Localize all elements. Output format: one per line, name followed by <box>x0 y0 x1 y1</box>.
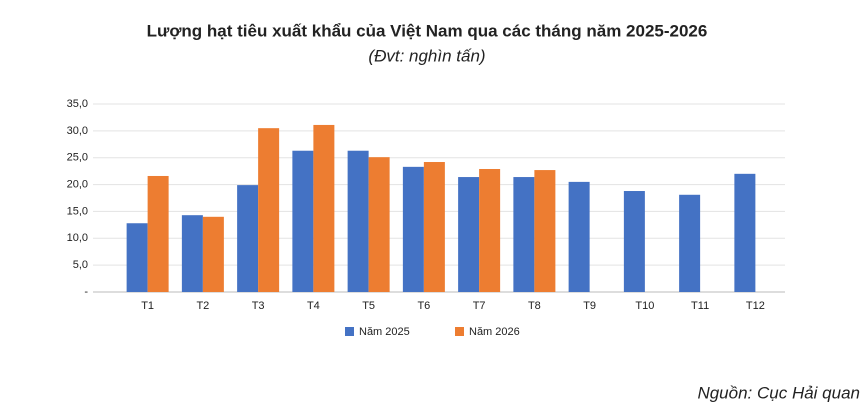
y-tick-label: 20,0 <box>67 178 88 190</box>
y-tick-label: 25,0 <box>67 152 88 164</box>
bar <box>313 124 335 292</box>
source-note: Nguồn: Cục Hải quan <box>697 383 860 402</box>
bar <box>258 128 280 292</box>
bar <box>623 191 645 292</box>
bar <box>734 173 756 292</box>
bar <box>237 185 259 292</box>
y-tick-label: - <box>84 286 88 298</box>
y-tick-label: 35,0 <box>67 98 88 110</box>
bar <box>292 150 314 292</box>
legend-label: Năm 2025 <box>359 326 410 338</box>
y-tick-label: 15,0 <box>67 205 88 217</box>
bar <box>347 150 369 292</box>
x-tick-label: T4 <box>307 300 320 312</box>
x-tick-label: T3 <box>252 300 265 312</box>
bar <box>423 162 445 292</box>
x-tick-label: T8 <box>528 300 541 312</box>
bar <box>458 177 480 292</box>
y-tick-label: 10,0 <box>67 232 88 244</box>
y-tick-label: 30,0 <box>67 125 88 137</box>
bar <box>679 194 701 292</box>
bar <box>181 215 203 292</box>
bar <box>402 166 424 292</box>
chart-subtitle: (Đvt: nghìn tấn) <box>368 46 485 65</box>
bar <box>534 170 556 292</box>
bar <box>568 181 590 292</box>
bar <box>202 216 224 292</box>
bar <box>147 175 169 292</box>
bar <box>126 223 148 292</box>
x-tick-label: T1 <box>141 300 154 312</box>
x-tick-label: T9 <box>583 300 596 312</box>
x-tick-label: T5 <box>362 300 375 312</box>
chart-title: Lượng hạt tiêu xuất khẩu của Việt Nam qu… <box>147 21 708 40</box>
x-tick-label: T6 <box>417 300 430 312</box>
x-tick-label: T12 <box>746 300 765 312</box>
bar <box>479 168 501 292</box>
x-tick-label: T7 <box>473 300 486 312</box>
bar <box>368 157 390 292</box>
y-tick-label: 5,0 <box>73 259 88 271</box>
legend-label: Năm 2026 <box>469 326 520 338</box>
x-tick-label: T10 <box>635 300 654 312</box>
x-tick-label: T11 <box>691 300 709 312</box>
x-tick-label: T2 <box>196 300 209 312</box>
bar <box>513 177 535 292</box>
legend-swatch <box>455 327 464 336</box>
legend-swatch <box>345 327 354 336</box>
